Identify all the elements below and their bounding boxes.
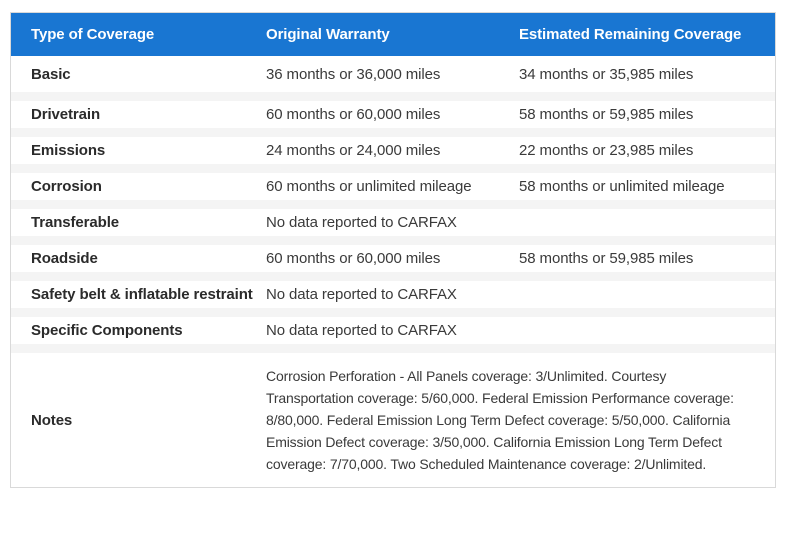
original-warranty-cell: No data reported to CARFAX (266, 286, 457, 303)
table-row-corrosion: Corrosion 60 months or unlimited mileage… (11, 164, 775, 200)
remaining-coverage-cell: 58 months or 59,985 miles (519, 106, 694, 123)
original-warranty-cell: No data reported to CARFAX (266, 214, 457, 231)
coverage-type-cell: Roadside (31, 250, 98, 267)
coverage-type-cell: Notes (31, 411, 73, 429)
table-row-safety-belt: Safety belt & inflatable restraint No da… (11, 272, 775, 308)
table-row-drivetrain: Drivetrain 60 months or 60,000 miles 58 … (11, 92, 775, 128)
table-row-specific-components: Specific Components No data reported to … (11, 308, 775, 344)
remaining-coverage-cell: 58 months or unlimited mileage (519, 178, 725, 195)
original-warranty-cell: 24 months or 24,000 miles (266, 142, 441, 159)
header-original-warranty: Original Warranty (266, 26, 390, 43)
remaining-coverage-cell: 22 months or 23,985 miles (519, 142, 694, 159)
original-warranty-cell: 60 months or 60,000 miles (266, 106, 441, 123)
coverage-type-cell: Transferable (31, 214, 120, 231)
table-row-emissions: Emissions 24 months or 24,000 miles 22 m… (11, 128, 775, 164)
table-row-basic: Basic 36 months or 36,000 miles 34 month… (11, 56, 775, 92)
original-warranty-cell: No data reported to CARFAX (266, 322, 457, 339)
original-warranty-cell: 60 months or unlimited mileage (266, 178, 472, 195)
coverage-type-cell: Corrosion (31, 178, 102, 195)
table-row-roadside: Roadside 60 months or 60,000 miles 58 mo… (11, 236, 775, 272)
coverage-type-cell: Emissions (31, 142, 106, 159)
notes-text-cell: Corrosion Perforation - All Panels cover… (266, 368, 734, 472)
original-warranty-cell: 60 months or 60,000 miles (266, 250, 441, 267)
table-row-transferable: Transferable No data reported to CARFAX (11, 200, 775, 236)
table-header-row: Type of Coverage Original Warranty Estim… (11, 13, 775, 56)
coverage-type-cell: Basic (31, 65, 71, 83)
remaining-coverage-cell: 34 months or 35,985 miles (519, 65, 694, 83)
table-row-notes: Notes Corrosion Perforation - All Panels… (11, 344, 775, 487)
coverage-type-cell: Safety belt & inflatable restraint (31, 286, 253, 303)
remaining-coverage-cell: 58 months or 59,985 miles (519, 250, 694, 267)
coverage-type-cell: Drivetrain (31, 106, 101, 123)
coverage-type-cell: Specific Components (31, 322, 183, 339)
warranty-coverage-table: Type of Coverage Original Warranty Estim… (10, 12, 776, 488)
header-estimated-remaining-coverage: Estimated Remaining Coverage (519, 26, 742, 43)
original-warranty-cell: 36 months or 36,000 miles (266, 65, 441, 83)
header-type-of-coverage: Type of Coverage (31, 26, 155, 43)
